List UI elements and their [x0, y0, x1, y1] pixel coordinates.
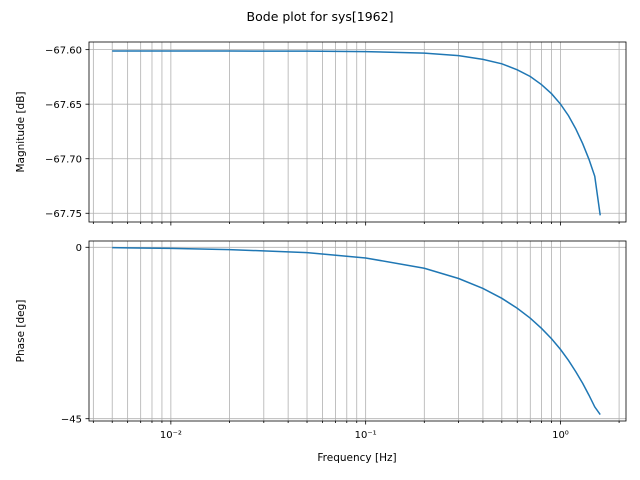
phase-series-line	[112, 246, 601, 415]
magnitude-ylabel: Magnitude [dB]	[15, 91, 27, 172]
magnitude-y-tick-label: −67.75	[45, 209, 82, 220]
magnitude-axes-frame	[88, 41, 627, 223]
phase-grid	[89, 241, 626, 421]
phase-axes-frame	[88, 240, 627, 422]
phase-y-tick-label: −45	[61, 415, 82, 426]
magnitude-grid	[89, 42, 626, 222]
phase-y-tick-label: 0	[76, 243, 82, 254]
magnitude-y-tick-label: −67.65	[45, 100, 82, 111]
figure-title: Bode plot for sys[1962]	[247, 9, 394, 24]
magnitude-panel: −67.60 −67.65 −67.70 −67.75 Magnitude [dB]	[15, 41, 627, 226]
x-axis-label: Frequency [Hz]	[317, 452, 396, 464]
magnitude-y-tick-label: −67.60	[45, 45, 82, 56]
magnitude-y-tick-label: −67.70	[45, 155, 82, 166]
x-tick-label: 10⁻¹	[355, 430, 377, 441]
phase-ticks: 0 −45 10⁻² 10⁻¹ 10⁰	[61, 243, 620, 441]
magnitude-series-line	[112, 50, 601, 216]
x-tick-label: 10⁰	[552, 430, 569, 441]
phase-panel: 0 −45 10⁻² 10⁻¹ 10⁰ Phase [deg] Frequency [H…	[15, 240, 627, 464]
phase-ylabel: Phase [deg]	[15, 300, 27, 363]
magnitude-ticks: −67.60 −67.65 −67.70 −67.75	[45, 45, 620, 226]
x-tick-label: 10⁻²	[160, 430, 182, 441]
